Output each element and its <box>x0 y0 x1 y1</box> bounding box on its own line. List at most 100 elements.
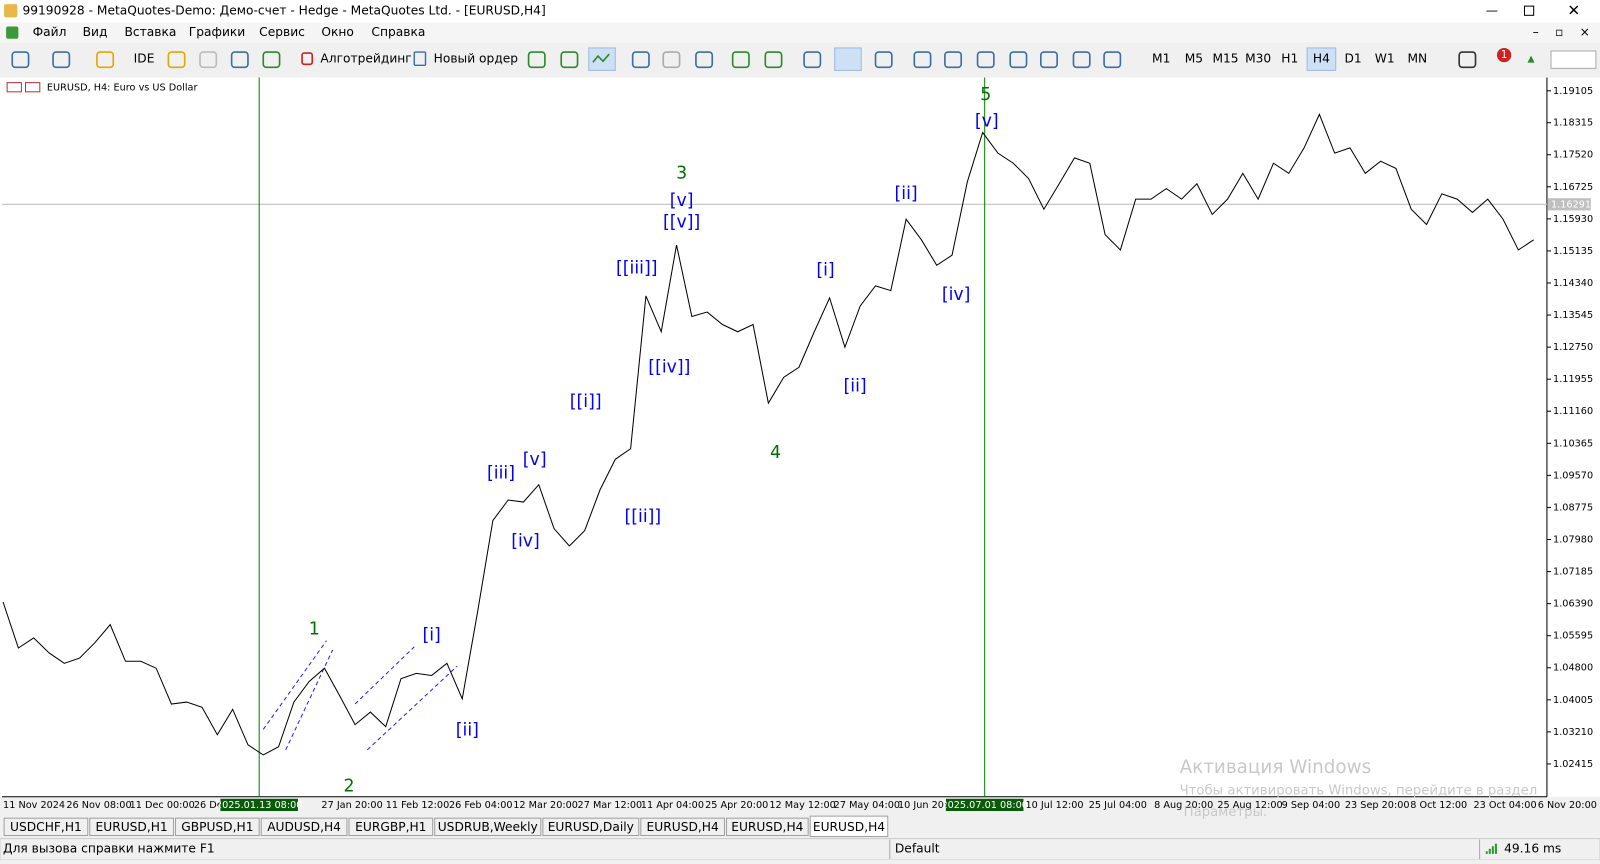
wave-label: [[i]] <box>570 392 602 412</box>
minimize-button[interactable]: — <box>1486 4 1498 18</box>
chart-tab-label[interactable]: EURUSD,H4 <box>647 820 719 834</box>
ide-button[interactable]: IDE <box>134 52 155 66</box>
toolbar-button[interactable] <box>976 51 995 69</box>
chart-tab-label[interactable]: EURUSD,H1 <box>96 820 168 834</box>
x-tick-label: 12 May 12:00 <box>769 800 835 811</box>
y-tick-label: 1.15930 <box>1553 214 1593 225</box>
toolbar-button[interactable] <box>764 51 783 69</box>
chart-tab-label[interactable]: EURGBP,H1 <box>355 820 426 834</box>
menu-item[interactable]: Вид <box>83 25 108 39</box>
toolbar-button[interactable] <box>803 51 822 69</box>
menu-item[interactable]: Справка <box>371 25 425 39</box>
menu-item[interactable]: Окно <box>321 25 354 39</box>
status-bar <box>0 838 1600 861</box>
chart-tab[interactable] <box>542 817 640 837</box>
toolbar-button[interactable] <box>874 51 893 69</box>
chart-tab-label[interactable]: EURUSD,H4 <box>731 820 803 834</box>
chart-tab[interactable] <box>3 817 89 837</box>
chart-tab-label[interactable]: GBPUSD,H1 <box>181 820 253 834</box>
order-icon <box>413 51 427 67</box>
close-button[interactable]: ✕ <box>1567 2 1580 20</box>
y-tick-label: 1.10365 <box>1553 438 1593 449</box>
toolbar-button[interactable] <box>1072 51 1091 69</box>
toolbar-button[interactable] <box>1103 51 1122 69</box>
wave-label: [i] <box>816 260 834 280</box>
new-order-button[interactable]: Новый ордер <box>434 52 519 66</box>
chart-tab[interactable] <box>89 817 174 837</box>
toolbar-button[interactable] <box>731 51 750 69</box>
chart-tab[interactable] <box>434 817 542 837</box>
menu-icon <box>6 26 19 39</box>
chart-tab[interactable] <box>260 817 348 837</box>
chart-symbol-icon <box>6 82 22 93</box>
toolbar-button[interactable] <box>11 51 30 69</box>
x-tick-label: 27 Mar 12:00 <box>578 800 643 811</box>
toolbar-button[interactable] <box>1040 51 1058 69</box>
toolbar-button[interactable] <box>199 51 218 69</box>
x-tick-label: 12 Mar 20:00 <box>513 800 578 811</box>
x-tick-label: 10 Jun 20:0 <box>898 800 953 811</box>
chart-tab-label[interactable]: AUDUSD,H4 <box>267 820 341 834</box>
timeframe-button[interactable]: H1 <box>1281 52 1298 66</box>
timeframe-button[interactable]: H4 <box>1313 52 1330 66</box>
toolbar-button[interactable] <box>662 51 681 69</box>
menu-item[interactable]: Графики <box>189 25 245 39</box>
toolbar-button[interactable] <box>52 51 71 69</box>
x-tick-label: 11 Nov 2024 <box>3 800 65 811</box>
chart-tab[interactable] <box>175 817 260 837</box>
toolbar-button[interactable] <box>560 51 579 69</box>
chart-tab-label[interactable]: USDRUB,Weekly <box>438 820 538 834</box>
wave-label: [ii] <box>895 184 918 204</box>
watermark-line: Чтобы активировать Windows, перейдите в … <box>1180 783 1538 799</box>
chart-tab-label[interactable]: EURUSD,Daily <box>548 820 634 834</box>
timeframe-button[interactable]: MN <box>1407 52 1427 66</box>
x-tick-label: 25 Apr 20:00 <box>705 800 768 811</box>
wave-label: [ii] <box>456 720 479 740</box>
current-price-label: 1.16291 <box>1551 199 1591 210</box>
chart-tab[interactable] <box>348 817 434 837</box>
chart-tab[interactable] <box>640 817 725 837</box>
chart-tab-label[interactable]: EURUSD,H4 <box>813 820 885 834</box>
toolbar-button[interactable] <box>913 51 932 69</box>
toolbar-button[interactable] <box>527 51 546 69</box>
toolbar-button[interactable] <box>944 51 963 69</box>
toolbar-button[interactable] <box>230 51 249 69</box>
timeframe-button[interactable]: M30 <box>1245 52 1271 66</box>
x-tick-label: 11 Apr 04:00 <box>641 800 704 811</box>
timeframe-button[interactable]: W1 <box>1375 52 1395 66</box>
toolbar-button[interactable] <box>262 51 281 69</box>
restore-button[interactable] <box>1523 5 1535 16</box>
x-tick-label: 27 May 04:00 <box>834 800 900 811</box>
toolbar-button[interactable] <box>1458 51 1477 69</box>
toolbar-button[interactable] <box>1009 51 1028 69</box>
timeframe-button[interactable]: M15 <box>1212 52 1238 66</box>
algo-button[interactable]: Алготрейдинг <box>320 52 411 66</box>
timeframe-button[interactable]: M1 <box>1152 52 1170 66</box>
chart-tab[interactable] <box>809 815 889 838</box>
toolbar-button[interactable] <box>695 51 714 69</box>
timeframe-button[interactable]: D1 <box>1344 52 1361 66</box>
menu-item[interactable]: Файл <box>33 25 67 39</box>
chart: EURUSD, H4: Euro vs US Dollar 1.19105 1.18… <box>2 77 1597 812</box>
menu-item[interactable]: Сервис <box>259 25 305 39</box>
toolbar-button[interactable] <box>631 51 650 69</box>
x-tick-label: 6 Nov 20:00 <box>1538 800 1597 811</box>
wave-label: [v] <box>670 191 694 211</box>
wave-label: [[v]] <box>663 212 700 232</box>
chart-tab-label[interactable]: USDCHF,H1 <box>10 820 82 834</box>
y-tick-label: 1.04800 <box>1553 663 1593 674</box>
x-tick-label: 9 Sep 04:00 <box>1282 800 1341 811</box>
timeframe-button[interactable]: M5 <box>1185 52 1203 66</box>
signal-bar <box>1485 851 1488 854</box>
chart-tab[interactable] <box>726 817 809 837</box>
crosshair-time-label: 2025.07.01 08:00 <box>941 800 1027 811</box>
toolbar-button[interactable] <box>167 51 186 69</box>
status-ping: 49.16 ms <box>1504 841 1561 855</box>
crosshair-time-box <box>945 798 1024 812</box>
y-tick-label: 1.09570 <box>1553 470 1593 481</box>
toolbar-button[interactable] <box>96 51 115 69</box>
wave-label: [[iv]] <box>648 357 690 377</box>
menu-item[interactable]: Вставка <box>124 25 176 39</box>
